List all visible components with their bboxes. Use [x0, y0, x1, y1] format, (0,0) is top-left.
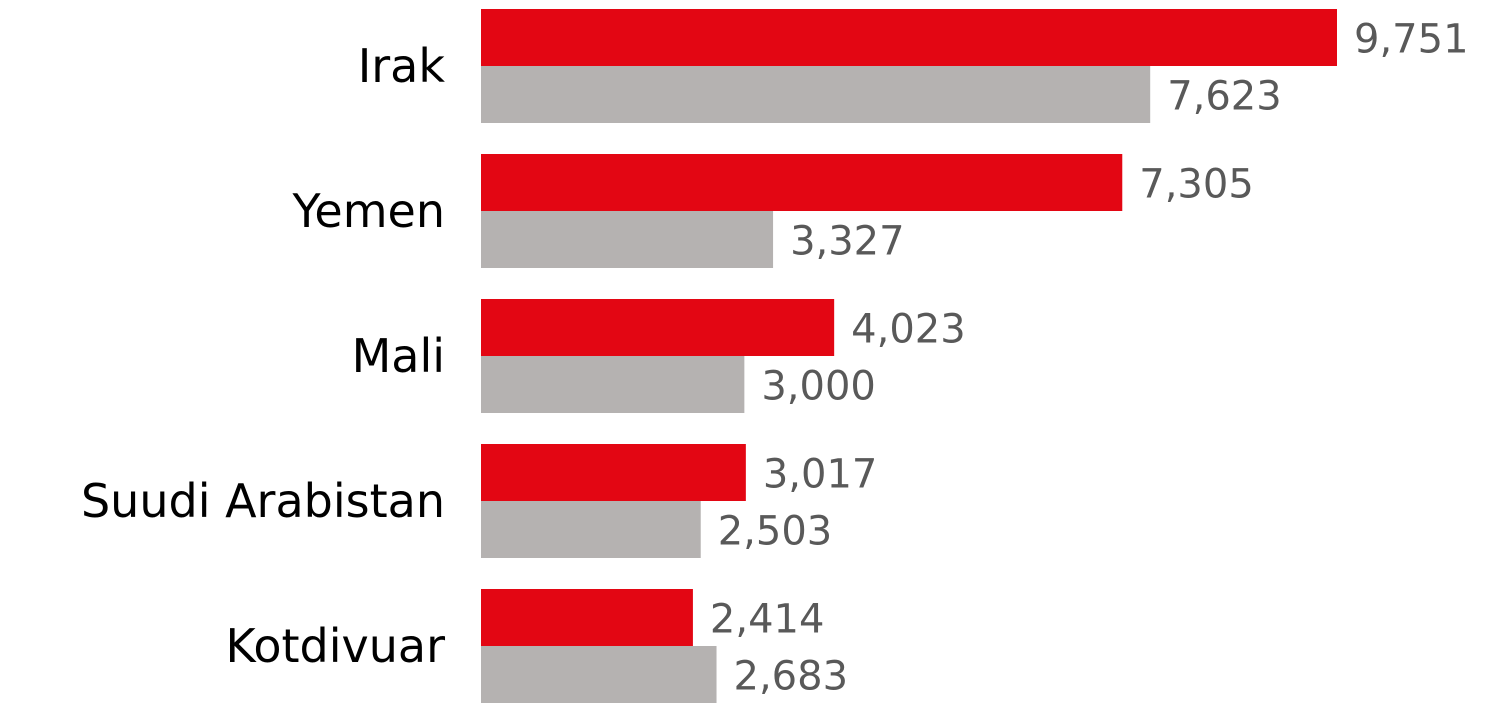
bar [481, 444, 746, 501]
bar [481, 589, 693, 646]
category-label: Suudi Arabistan [81, 474, 445, 528]
value-label: 3,327 [790, 219, 905, 265]
value-label: 7,305 [1139, 162, 1254, 208]
category-label: Kotdivuar [225, 619, 445, 673]
value-label: 2,503 [718, 509, 833, 555]
category-label: Yemen [291, 184, 445, 238]
value-label: 3,000 [761, 364, 876, 410]
category-label: Mali [352, 329, 445, 383]
value-label: 2,414 [710, 597, 825, 643]
bar [481, 154, 1123, 211]
bar [481, 356, 745, 413]
value-label: 7,623 [1167, 74, 1282, 120]
category-label: Irak [358, 39, 446, 93]
bar [481, 9, 1337, 66]
bar [481, 646, 717, 703]
value-label: 3,017 [763, 452, 878, 498]
value-label: 4,023 [851, 307, 966, 353]
value-label: 9,751 [1354, 17, 1469, 63]
bar [481, 211, 774, 268]
value-label: 2,683 [734, 654, 849, 700]
bar [481, 501, 701, 558]
bar [481, 299, 835, 356]
bar [481, 66, 1151, 123]
